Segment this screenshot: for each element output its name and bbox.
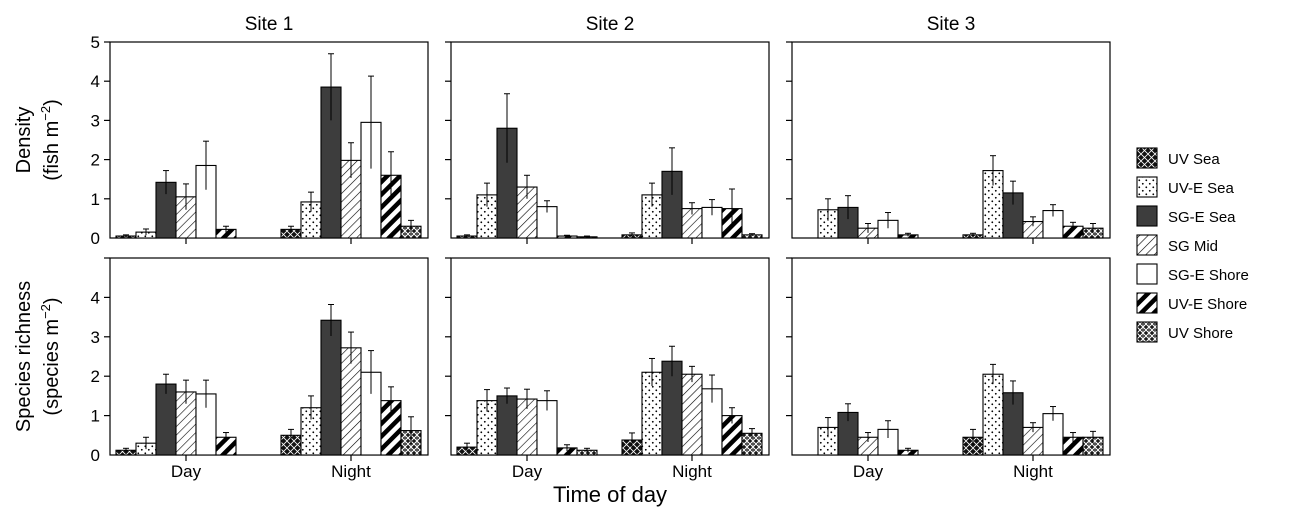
y-axis-label-line2: (species m−2) xyxy=(38,297,63,415)
panel-0-1 xyxy=(445,41,770,244)
y-axis-label-exponent: −2 xyxy=(38,106,53,121)
y-tick-label: 3 xyxy=(91,111,100,130)
legend-swatch xyxy=(1136,263,1158,285)
y-tick-label: 2 xyxy=(91,367,100,386)
x-tick-label: Day xyxy=(171,462,202,481)
legend-label: UV Shore xyxy=(1168,325,1233,342)
y-axis-label-exponent: −2 xyxy=(38,304,53,319)
legend-label: UV Sea xyxy=(1168,151,1220,168)
panel-1-1: Day Night xyxy=(445,257,770,481)
legend-swatch xyxy=(1136,147,1158,169)
panel-0-2 xyxy=(786,41,1111,244)
y-tick-label: 1 xyxy=(91,407,100,426)
legend-item: UV-E Shore xyxy=(1136,292,1247,314)
panel-frame xyxy=(109,41,429,239)
x-tick-label: Day xyxy=(512,462,543,481)
panel-frame xyxy=(791,257,1111,456)
y-tick-label: 3 xyxy=(91,328,100,347)
legend-swatch xyxy=(1136,292,1158,314)
site-title: Site 3 xyxy=(927,14,976,35)
legend-swatch xyxy=(1136,176,1158,198)
y-axis-label-unit: (species m xyxy=(41,319,63,416)
y-tick-label: 4 xyxy=(91,72,100,91)
y-tick-label: 4 xyxy=(91,288,100,307)
panel-0-0 xyxy=(104,41,429,244)
bar xyxy=(155,383,177,456)
x-axis-label: Time of day xyxy=(553,482,667,507)
bar xyxy=(340,347,362,456)
y-tick-label: 5 xyxy=(91,33,100,52)
legend-label: SG-E Sea xyxy=(1168,209,1236,226)
legend-item: SG-E Shore xyxy=(1136,263,1249,285)
x-tick-label: Night xyxy=(331,462,371,481)
legend-item: UV Sea xyxy=(1136,147,1220,169)
y-tick-label: 1 xyxy=(91,190,100,209)
y-axis-label-close: ) xyxy=(41,99,63,106)
bar xyxy=(320,319,342,456)
y-tick-label: 2 xyxy=(91,151,100,170)
x-tick-label: Day xyxy=(853,462,884,481)
legend: UV Sea UV-E Sea SG-E Sea SG Mid SG-E Shore UV… xyxy=(1136,147,1249,343)
legend-label: SG Mid xyxy=(1168,238,1218,255)
legend-item: SG Mid xyxy=(1136,234,1218,256)
legend-swatch xyxy=(1136,321,1158,343)
x-tick-label: Night xyxy=(1013,462,1053,481)
legend-label: SG-E Shore xyxy=(1168,267,1249,284)
legend-label: UV-E Sea xyxy=(1168,180,1235,197)
legend-label: UV-E Shore xyxy=(1168,296,1247,313)
legend-item: UV-E Sea xyxy=(1136,176,1235,198)
panel-1-2: Day Night xyxy=(786,257,1111,481)
legend-item: UV Shore xyxy=(1136,321,1233,343)
legend-item: SG-E Sea xyxy=(1136,205,1236,227)
y-axis-label: Species richness (species m−2) xyxy=(13,281,63,432)
panel-frame xyxy=(450,41,770,239)
site-title: Site 1 xyxy=(245,14,294,35)
legend-swatch xyxy=(1136,205,1158,227)
panel-frame xyxy=(109,257,429,456)
bar xyxy=(496,395,518,456)
panel-frame xyxy=(791,41,1111,239)
y-tick-label: 0 xyxy=(91,229,100,248)
y-axis-label-close: ) xyxy=(41,297,63,304)
x-tick-label: Night xyxy=(672,462,712,481)
site-title: Site 2 xyxy=(586,14,635,35)
bar xyxy=(681,373,703,456)
y-axis-label-line1: Density xyxy=(13,107,35,174)
y-axis-label: Density (fish m−2) xyxy=(13,99,63,181)
y-tick-label: 0 xyxy=(91,446,100,465)
legend-swatch xyxy=(1136,234,1158,256)
y-axis-label-unit: (fish m xyxy=(41,121,63,181)
y-axis-label-line1: Species richness xyxy=(13,281,35,432)
panel-frame xyxy=(450,257,770,456)
bar xyxy=(982,373,1004,456)
y-axis-label-line2: (fish m−2) xyxy=(38,99,63,181)
panel-1-0: Day Night xyxy=(104,257,429,481)
